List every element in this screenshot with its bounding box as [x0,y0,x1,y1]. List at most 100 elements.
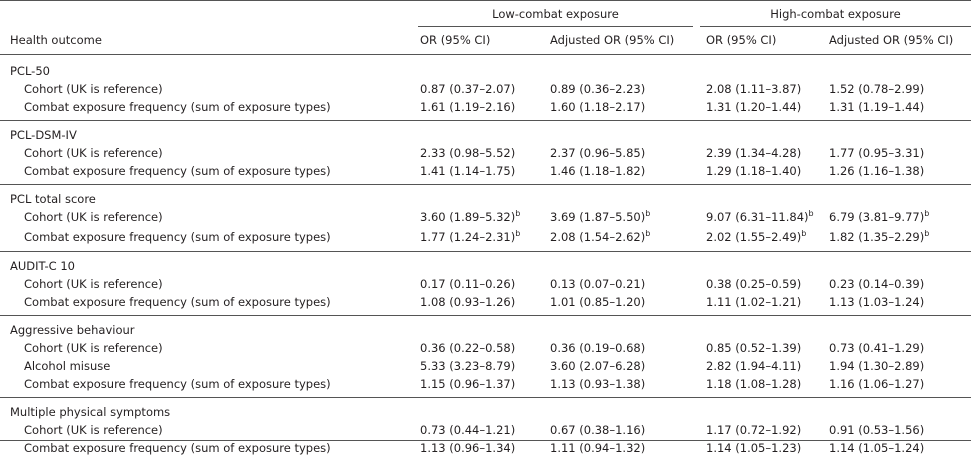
row-label: Combat exposure frequency (sum of exposu… [24,100,331,114]
cell: 1.01 (0.85–1.20) [550,295,646,309]
cell: 1.15 (0.96–1.37) [420,377,516,391]
section-title: PCL-50 [10,64,50,78]
cell: 0.73 (0.44–1.21) [420,423,516,437]
cell: 6.79 (3.81–9.77)b [829,209,929,225]
cell: 0.13 (0.07–0.21) [550,277,646,291]
cell: 1.08 (0.93–1.26) [420,295,516,309]
cell: 1.14 (1.05–1.24) [829,441,925,455]
cell: 1.16 (1.06–1.27) [829,377,925,391]
section-title: AUDIT-C 10 [10,259,75,273]
cell: 1.11 (0.94–1.32) [550,441,646,455]
cell-value: 3.69 (1.87–5.50) [550,210,646,224]
row-label: Cohort (UK is reference) [24,341,163,355]
header-rule [0,54,971,55]
cell: 1.11 (1.02–1.21) [706,295,802,309]
cell: 0.36 (0.22–0.58) [420,341,516,355]
section-rule [0,315,971,316]
section-title: PCL-DSM-IV [10,128,77,142]
cell: 1.46 (1.18–1.82) [550,164,646,178]
cell: 1.61 (1.19–2.16) [420,100,516,114]
cell: 5.33 (3.23–8.79) [420,359,516,373]
row-label: Combat exposure frequency (sum of exposu… [24,441,331,455]
cell: 1.77 (0.95–3.31) [829,146,925,160]
cell: 2.08 (1.11–3.87) [706,82,802,96]
cell: 1.17 (0.72–1.92) [706,423,802,437]
cell-value: 6.79 (3.81–9.77) [829,210,925,224]
group-header: Low-combat exposure [492,7,619,21]
cell: 0.67 (0.38–1.16) [550,423,646,437]
section-rule [0,120,971,121]
cell: 3.60 (1.89–5.32)b [420,209,520,225]
footnote-mark: b [924,209,930,219]
cell: 1.26 (1.16–1.38) [829,164,925,178]
footnote-mark: b [515,209,521,219]
column-header: Adjusted OR (95% CI) [550,33,675,47]
cell: 0.36 (0.19–0.68) [550,341,646,355]
cell-value: 1.77 (1.24–2.31) [420,229,516,244]
cell: 2.08 (1.54–2.62)b [550,229,650,245]
cell: 1.14 (1.05–1.23) [706,441,802,455]
cell: 1.77 (1.24–2.31)b [420,229,520,245]
cell: 3.69 (1.87–5.50)b [550,209,650,225]
section-rule [0,251,971,252]
cell-value: 1.82 (1.35–2.29) [829,229,925,244]
section-title: PCL total score [10,192,96,206]
row-label: Cohort (UK is reference) [24,423,163,437]
column-header: OR (95% CI) [706,33,777,47]
cell: 3.60 (2.07–6.28) [550,359,646,373]
cell: 1.13 (0.96–1.34) [420,441,516,455]
column-header: Health outcome [10,33,102,47]
cell-value: 2.08 (1.54–2.62) [550,229,646,244]
row-label: Combat exposure frequency (sum of exposu… [24,295,331,309]
section-rule [0,184,971,185]
group-rule [418,26,693,27]
cell: 0.85 (0.52–1.39) [706,341,802,355]
group-rule [700,26,971,27]
cell: 2.02 (1.55–2.49)b [706,229,806,245]
footnote-mark: b [645,228,651,238]
column-header: OR (95% CI) [420,33,491,47]
section-title: Aggressive behaviour [10,323,135,337]
column-header: Adjusted OR (95% CI) [829,33,954,47]
cell: 1.52 (0.78–2.99) [829,82,925,96]
footnote-mark: b [645,209,651,219]
cell: 0.73 (0.41–1.29) [829,341,925,355]
cell: 0.17 (0.11–0.26) [420,277,516,291]
cell-value: 9.07 (6.31–11.84) [706,210,809,224]
cell: 1.60 (1.18–2.17) [550,100,646,114]
section-rule [0,440,971,441]
cell: 1.18 (1.08–1.28) [706,377,802,391]
cell: 0.91 (0.53–1.56) [829,423,925,437]
cell: 2.37 (0.96–5.85) [550,146,646,160]
cell: 0.89 (0.36–2.23) [550,82,646,96]
cell: 1.31 (1.19–1.44) [829,100,925,114]
section-title: Multiple physical symptoms [10,405,171,419]
footnote-mark: b [515,228,521,238]
cell: 1.94 (1.30–2.89) [829,359,925,373]
row-label: Cohort (UK is reference) [24,82,163,96]
row-label: Cohort (UK is reference) [24,210,163,224]
cell: 2.82 (1.94–4.11) [706,359,802,373]
footnote-mark: b [924,228,930,238]
cell: 2.33 (0.98–5.52) [420,146,516,160]
cell: 1.13 (1.03–1.24) [829,295,925,309]
cell: 9.07 (6.31–11.84)b [706,209,814,225]
cell: 1.29 (1.18–1.40) [706,164,802,178]
row-label: Combat exposure frequency (sum of exposu… [24,229,331,244]
footnote-mark: b [801,228,807,238]
row-label: Combat exposure frequency (sum of exposu… [24,377,331,391]
cell: 1.41 (1.14–1.75) [420,164,516,178]
row-label: Cohort (UK is reference) [24,277,163,291]
cell-value: 2.02 (1.55–2.49) [706,229,802,244]
row-label: Combat exposure frequency (sum of exposu… [24,164,331,178]
section-rule [0,397,971,398]
cell: 1.31 (1.20–1.44) [706,100,802,114]
row-label: Alcohol misuse [24,359,111,373]
group-header: High-combat exposure [770,7,901,21]
cell: 0.23 (0.14–0.39) [829,277,925,291]
row-label: Cohort (UK is reference) [24,146,163,160]
cell: 0.38 (0.25–0.59) [706,277,802,291]
cell: 1.82 (1.35–2.29)b [829,229,929,245]
footnote-mark: b [808,209,814,219]
